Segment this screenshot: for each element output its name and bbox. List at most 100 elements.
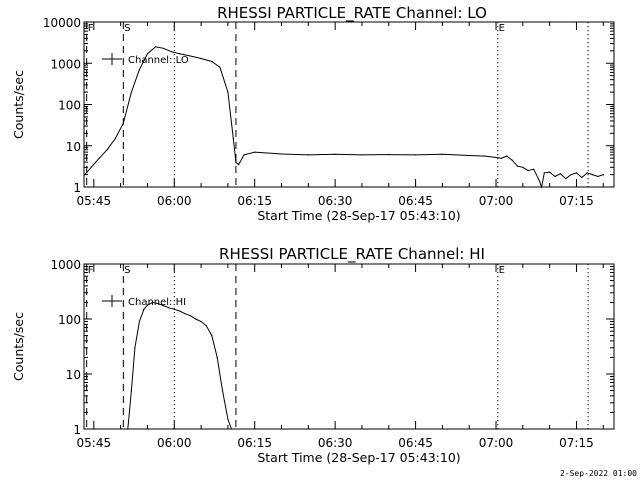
y-tick-label: 10 [66,140,81,154]
data-point [388,154,390,156]
x-axis-label: Start Time (28-Sep-17 05:43:10) [257,450,460,465]
data-point [468,154,470,157]
data-point [541,186,543,188]
x-tick-label: 05:45 [77,436,112,450]
data-point [597,175,599,178]
data-point [130,91,132,93]
data-point [227,418,229,420]
data-point [361,154,363,156]
y-tick-label: 10000 [43,16,81,30]
data-point [232,137,234,140]
data-point [221,390,224,392]
data-point [130,390,132,392]
data-point [143,308,145,310]
data-point [211,60,213,63]
data-point [84,174,86,176]
x-axis-label: Start Time (28-Sep-17 05:43:10) [257,208,460,223]
data-point [200,320,202,323]
y-tick-label: 1000 [50,258,81,272]
data-point [200,57,202,60]
data-point [565,178,567,180]
data-point [575,172,578,174]
y-tick-label: 10 [66,368,81,382]
data-point [157,303,159,305]
data-point [559,173,562,175]
plot-frame [83,263,615,430]
data-point [179,53,181,55]
data-point [543,172,545,174]
data-point [511,159,513,161]
data-point [162,305,165,307]
x-tick-label: 06:00 [157,194,192,208]
plot-frame [83,21,615,188]
data-point [134,347,136,349]
footer-timestamp: 2-Sep-2022 01:00 [559,469,637,478]
data-point [591,174,594,176]
y-axis-label: Counts/sec [11,70,26,139]
data-point [516,165,519,167]
data-point [189,315,191,317]
x-tick-label: 07:00 [479,194,514,208]
data-point [586,172,588,174]
x-tick-label: 06:45 [398,436,433,450]
data-point [238,164,240,166]
data-point [189,55,191,57]
data-point [205,325,207,327]
x-tick-label: 06:15 [237,194,272,208]
data-point [138,320,140,323]
data-point [90,166,92,168]
data-point [522,166,524,168]
legend-label: Channel: LO [128,55,189,66]
y-tick-label: 1 [73,423,81,437]
x-tick-label: 06:00 [157,436,192,450]
data-point [334,153,336,155]
data-point [602,174,604,176]
legend-label: Channel: HI [128,297,186,308]
event-marker-label: S [124,265,130,276]
data-point [219,66,221,68]
data-point [168,307,170,309]
data-point [179,310,181,312]
data-point [506,155,508,157]
data-point [549,171,551,173]
data-point [127,428,129,430]
data-point [173,308,175,310]
data-point [216,356,218,358]
series-line [127,301,232,430]
data-point [533,168,535,170]
data-point [152,301,154,303]
x-tick-label: 05:45 [77,194,112,208]
data-point [146,53,149,55]
x-tick-label: 06:30 [318,194,353,208]
x-tick-label: 07:00 [479,436,514,450]
y-tick-label: 100 [58,313,81,327]
chart-title: RHESSI PARTICLE_RATE Channel: HI [219,245,485,264]
data-point [527,170,529,172]
data-point [280,153,283,155]
event-marker-label: F [88,23,94,34]
data-point [581,176,583,179]
data-point [538,179,540,181]
chart-title: RHESSI PARTICLE_RATE Channel: LO [217,4,487,23]
data-point [500,157,502,159]
data-point [441,153,443,155]
event-marker-label: S [124,23,130,34]
data-point [114,137,116,140]
chart-panel-1: RHESSI PARTICLE_RATE Channel: LO 1 10 100 10… [11,4,615,223]
x-tick-label: 07:15 [559,194,594,208]
data-point [307,154,309,156]
data-point [171,51,173,53]
y-tick-label: 100 [58,99,81,113]
event-marker-label: E [499,23,505,34]
data-point [570,174,572,176]
data-point [162,47,165,49]
data-point [227,91,229,93]
data-point [554,175,556,178]
x-tick-label: 07:15 [559,436,594,450]
data-point [484,155,486,157]
data-point [195,318,197,320]
event-marker-label: E [499,265,505,276]
y-tick-label: 1000 [50,57,81,71]
data-point [138,69,140,71]
